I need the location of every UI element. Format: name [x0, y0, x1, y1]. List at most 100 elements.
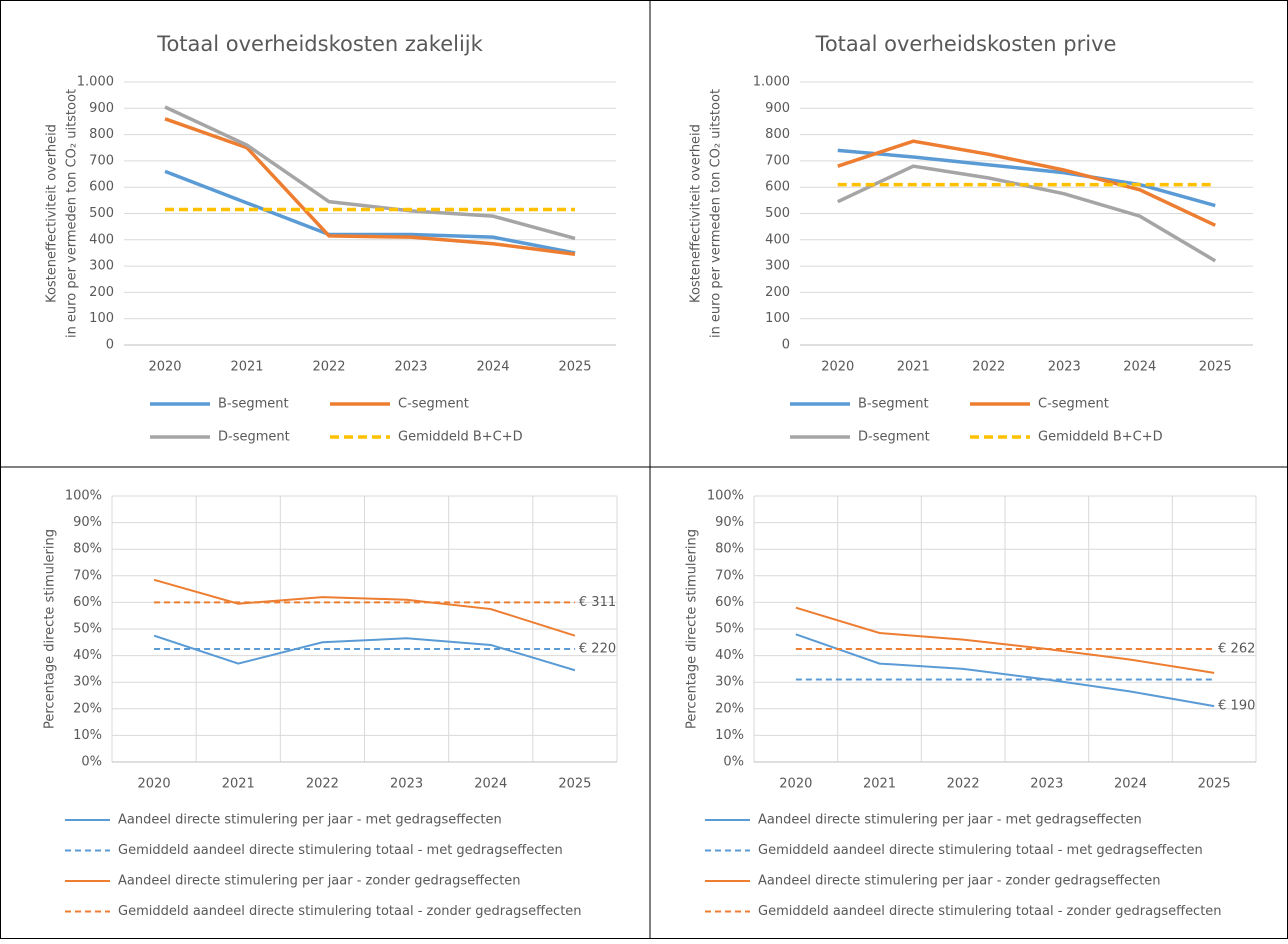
legend-label: Aandeel directe stimulering per jaar - z… — [758, 874, 1161, 889]
y-tick-label: 80% — [73, 542, 102, 557]
legend-label: Gemiddeld B+C+D — [1038, 430, 1163, 445]
y-tick-label: 60% — [73, 595, 102, 610]
x-tick-label: 2022 — [972, 360, 1005, 375]
legend-label: Aandeel directe stimulering per jaar - z… — [118, 874, 521, 889]
legend-label: D-segment — [218, 430, 290, 445]
y-tick-label: 400 — [765, 232, 790, 247]
end-label: € 311 — [579, 595, 616, 610]
x-tick-label: 2024 — [476, 360, 509, 375]
series-line — [795, 606, 1215, 674]
x-tick-label: 2024 — [474, 777, 507, 792]
legend-label: Gemiddeld B+C+D — [398, 430, 523, 445]
series-line — [795, 633, 1215, 708]
legend-label: Aandeel directe stimulering per jaar - m… — [118, 813, 502, 828]
legend-label: B-segment — [858, 397, 929, 412]
y-axis-title: Percentage directe stimulering — [43, 529, 58, 729]
y-tick-label: 10% — [73, 728, 102, 743]
chart-title: Totaal overheidskosten zakelijk — [156, 32, 483, 56]
legend-label: Gemiddeld aandeel directe stimulering to… — [118, 904, 582, 919]
x-tick-label: 2020 — [821, 360, 854, 375]
y-tick-label: 500 — [765, 206, 790, 221]
legend-label: C-segment — [398, 397, 469, 412]
legend-label: Gemiddeld aandeel directe stimulering to… — [758, 843, 1203, 858]
y-tick-label: 60% — [715, 595, 744, 610]
x-tick-label: 2022 — [312, 360, 345, 375]
x-tick-label: 2021 — [897, 360, 930, 375]
y-tick-label: 90% — [715, 515, 744, 530]
y-axis-title: Kosteneffectiviteit overheid — [689, 124, 704, 303]
y-axis-title: Percentage directe stimulering — [685, 529, 700, 729]
y-tick-label: 40% — [715, 648, 744, 663]
y-tick-label: 100% — [707, 489, 744, 504]
x-tick-label: 2020 — [148, 360, 181, 375]
x-tick-label: 2025 — [1198, 777, 1231, 792]
x-tick-label: 2020 — [779, 777, 812, 792]
series-line — [164, 105, 576, 241]
legend-label: B-segment — [218, 397, 289, 412]
x-tick-label: 2020 — [138, 777, 171, 792]
y-tick-label: 20% — [73, 701, 102, 716]
y-tick-label: 30% — [715, 675, 744, 690]
y-tick-label: 300 — [89, 259, 114, 274]
y-tick-label: 700 — [89, 153, 114, 168]
x-tick-label: 2021 — [222, 777, 255, 792]
x-tick-label: 2023 — [394, 360, 427, 375]
y-tick-label: 600 — [89, 180, 114, 195]
y-tick-label: 30% — [73, 675, 102, 690]
y-tick-label: 10% — [715, 728, 744, 743]
legend-label: D-segment — [858, 430, 930, 445]
x-tick-label: 2022 — [306, 777, 339, 792]
legend-label: Gemiddeld aandeel directe stimulering to… — [118, 843, 563, 858]
y-tick-label: 90% — [73, 515, 102, 530]
y-tick-label: 0 — [106, 338, 114, 353]
end-label: € 220 — [579, 641, 616, 656]
series-line — [837, 148, 1216, 208]
x-tick-label: 2023 — [390, 777, 423, 792]
end-label: € 262 — [1218, 641, 1255, 656]
y-tick-label: 100 — [89, 311, 114, 326]
y-tick-label: 800 — [89, 127, 114, 142]
y-tick-label: 300 — [765, 259, 790, 274]
x-tick-label: 2021 — [230, 360, 263, 375]
y-axis-title: in euro per vermeden ton CO₂ uitstoot — [709, 89, 724, 338]
series-line — [837, 139, 1216, 227]
y-tick-label: 500 — [89, 206, 114, 221]
y-tick-label: 50% — [73, 622, 102, 637]
series-line — [164, 117, 576, 257]
y-tick-label: 400 — [89, 232, 114, 247]
x-tick-label: 2021 — [863, 777, 896, 792]
x-tick-label: 2024 — [1114, 777, 1147, 792]
y-tick-label: 20% — [715, 701, 744, 716]
y-axis-title: in euro per vermeden ton CO₂ uitstoot — [65, 89, 80, 338]
x-tick-label: 2023 — [1030, 777, 1063, 792]
y-tick-label: 900 — [89, 101, 114, 116]
series-line — [153, 578, 576, 637]
y-axis-title: Kosteneffectiviteit overheid — [45, 124, 60, 303]
series-line — [164, 169, 576, 255]
x-tick-label: 2023 — [1048, 360, 1081, 375]
y-tick-label: 1.000 — [77, 75, 114, 90]
end-label: € 190 — [1218, 699, 1255, 714]
x-tick-label: 2022 — [947, 777, 980, 792]
y-tick-label: 80% — [715, 542, 744, 557]
y-tick-label: 200 — [765, 285, 790, 300]
x-tick-label: 2025 — [558, 777, 591, 792]
y-tick-label: 70% — [715, 568, 744, 583]
y-tick-label: 800 — [765, 127, 790, 142]
legend-label: Aandeel directe stimulering per jaar - m… — [758, 813, 1142, 828]
y-tick-label: 70% — [73, 568, 102, 583]
y-tick-label: 100 — [765, 311, 790, 326]
y-tick-label: 200 — [89, 285, 114, 300]
y-tick-label: 40% — [73, 648, 102, 663]
y-tick-label: 0% — [81, 755, 102, 770]
x-tick-label: 2025 — [1199, 360, 1232, 375]
y-tick-label: 700 — [765, 153, 790, 168]
x-tick-label: 2025 — [558, 360, 591, 375]
y-tick-label: 900 — [765, 101, 790, 116]
y-tick-label: 1.000 — [753, 75, 790, 90]
legend-label: C-segment — [1038, 397, 1109, 412]
legend-label: Gemiddeld aandeel directe stimulering to… — [758, 904, 1222, 919]
chart-title: Totaal overheidskosten prive — [815, 32, 1117, 56]
